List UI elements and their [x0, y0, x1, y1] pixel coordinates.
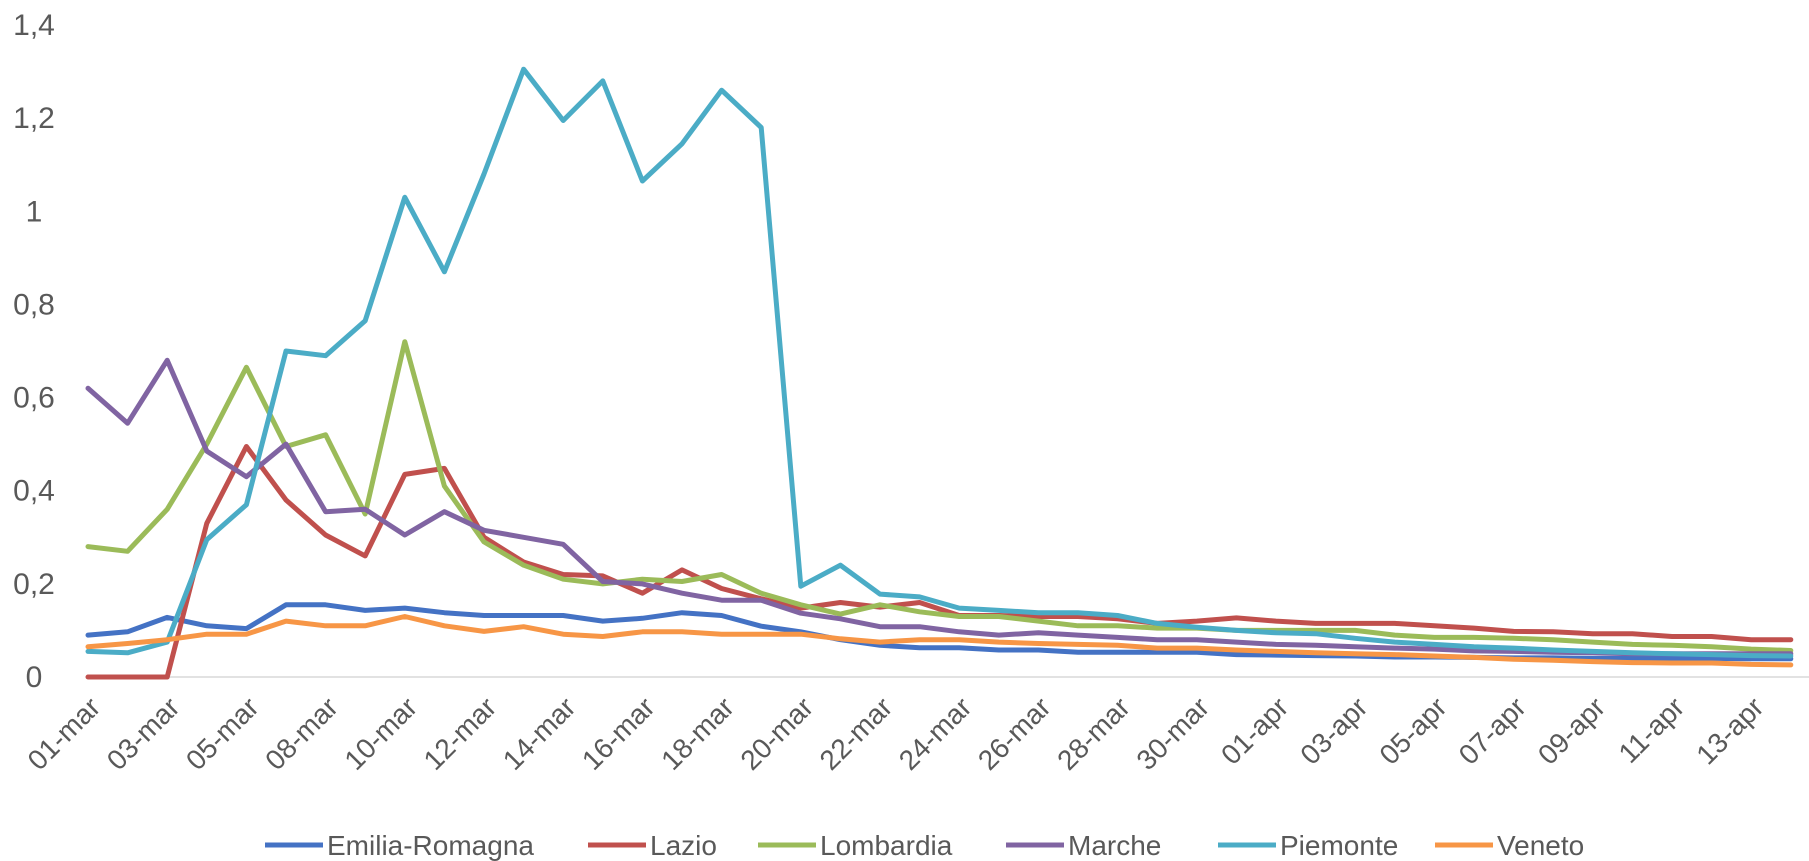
x-tick-label: 07-apr [1453, 691, 1532, 770]
x-tick-label: 01-apr [1215, 691, 1294, 770]
series-line-lombardia [85, 339, 1794, 653]
series-line-piemonte [85, 66, 1794, 659]
series-line-veneto [85, 614, 1794, 668]
legend-label: Veneto [1497, 830, 1584, 861]
x-tick-label: 14-mar [497, 691, 582, 776]
x-tick-label: 26-mar [972, 691, 1057, 776]
x-tick-label: 05-apr [1373, 691, 1452, 770]
x-tick-label: 28-mar [1051, 691, 1136, 776]
y-tick-label: 1 [26, 195, 43, 228]
x-tick-label: 30-mar [1130, 691, 1215, 776]
legend-label: Emilia-Romagna [327, 830, 534, 861]
x-tick-label: 09-apr [1532, 691, 1611, 770]
x-tick-label: 11-apr [1613, 691, 1691, 769]
x-tick-label: 16-mar [576, 691, 661, 776]
y-axis-tick-labels: 0 0,2 0,4 0,6 0,8 1 1,2 1,4 [13, 9, 55, 694]
series-lines [85, 66, 1794, 680]
x-tick-label: 03-mar [101, 691, 186, 776]
series-line-marche [85, 357, 1794, 657]
legend-label: Marche [1068, 830, 1161, 861]
y-tick-label: 0,4 [13, 475, 55, 508]
x-tick-label: 01-mar [22, 691, 107, 776]
legend-label: Lombardia [820, 830, 953, 861]
x-tick-label: 10-mar [338, 691, 423, 776]
x-tick-label: 08-mar [259, 691, 344, 776]
y-tick-label: 1,4 [13, 9, 55, 42]
x-axis-tick-labels: 01-mar03-mar05-mar08-mar10-mar12-mar14-m… [22, 691, 1770, 776]
series-line-lazio [85, 444, 1794, 680]
y-tick-label: 0,8 [13, 288, 55, 321]
x-tick-label: 05-mar [180, 691, 265, 776]
legend: Emilia-Romagna Lazio Lombardia Marche Piemon… [265, 830, 1584, 861]
x-tick-label: 18-mar [655, 691, 740, 776]
y-tick-label: 0,2 [13, 568, 55, 601]
legend-label: Piemonte [1280, 830, 1398, 861]
y-tick-label: 1,2 [13, 102, 55, 135]
x-tick-label: 24-mar [893, 691, 978, 776]
y-tick-label: 0 [26, 661, 43, 694]
legend-label: Lazio [650, 830, 717, 861]
x-tick-label: 12-mar [418, 691, 503, 776]
x-tick-label: 13-apr [1690, 691, 1769, 770]
x-tick-label: 03-apr [1294, 691, 1373, 770]
x-tick-label: 22-mar [814, 691, 899, 776]
x-tick-label: 20-mar [734, 691, 819, 776]
y-tick-label: 0,6 [13, 382, 55, 415]
